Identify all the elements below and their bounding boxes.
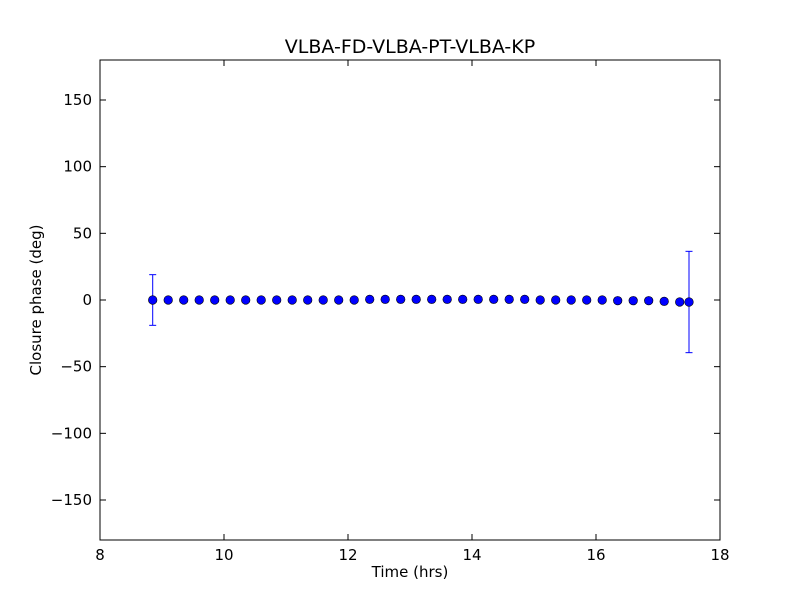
data-point bbox=[582, 295, 592, 305]
y-tick-label: −100 bbox=[51, 424, 92, 442]
data-point bbox=[427, 294, 437, 304]
y-tick-label: 150 bbox=[63, 91, 92, 109]
data-point bbox=[684, 297, 694, 307]
data-point bbox=[179, 295, 189, 305]
data-point bbox=[287, 295, 297, 305]
data-point bbox=[303, 295, 313, 305]
data-point bbox=[411, 294, 421, 304]
x-tick-label: 18 bbox=[710, 546, 729, 564]
data-point bbox=[396, 294, 406, 304]
data-point bbox=[194, 295, 204, 305]
data-point bbox=[210, 295, 220, 305]
y-tick-label: 50 bbox=[73, 224, 92, 242]
x-tick-label: 8 bbox=[95, 546, 105, 564]
x-tick-label: 16 bbox=[586, 546, 605, 564]
y-axis-label: Closure phase (deg) bbox=[27, 225, 45, 376]
data-point bbox=[241, 295, 251, 305]
x-tick-label: 12 bbox=[338, 546, 357, 564]
y-tick-label: 0 bbox=[82, 291, 92, 309]
data-point bbox=[535, 295, 545, 305]
data-point bbox=[272, 295, 282, 305]
data-point bbox=[473, 294, 483, 304]
data-point bbox=[520, 294, 530, 304]
data-point bbox=[442, 294, 452, 304]
data-point bbox=[458, 294, 468, 304]
y-tick-label: −50 bbox=[60, 358, 92, 376]
chart-title: VLBA-FD-VLBA-PT-VLBA-KP bbox=[285, 36, 535, 58]
x-tick-label: 14 bbox=[462, 546, 481, 564]
data-point bbox=[489, 294, 499, 304]
data-point bbox=[365, 294, 375, 304]
data-point bbox=[613, 296, 623, 306]
data-point bbox=[675, 297, 685, 307]
x-axis-label: Time (hrs) bbox=[371, 563, 449, 581]
data-point bbox=[628, 296, 638, 306]
data-point bbox=[380, 294, 390, 304]
data-point bbox=[551, 295, 561, 305]
data-point bbox=[225, 295, 235, 305]
data-point bbox=[318, 295, 328, 305]
data-point bbox=[644, 296, 654, 306]
axis-ticks: 8 10 12 14 16 18 −150 −100 −50 0 50 100 150 bbox=[51, 60, 730, 564]
data-point bbox=[256, 295, 266, 305]
data-point bbox=[349, 295, 359, 305]
data-points bbox=[148, 294, 694, 307]
data-point bbox=[148, 295, 158, 305]
y-tick-label: 100 bbox=[63, 158, 92, 176]
data-point bbox=[597, 295, 607, 305]
data-point bbox=[163, 295, 173, 305]
plot-frame bbox=[99, 59, 721, 541]
data-point bbox=[659, 296, 669, 306]
y-tick-label: −150 bbox=[51, 491, 92, 509]
data-point bbox=[504, 294, 514, 304]
x-tick-label: 10 bbox=[214, 546, 233, 564]
data-point bbox=[566, 295, 576, 305]
data-point bbox=[334, 295, 344, 305]
